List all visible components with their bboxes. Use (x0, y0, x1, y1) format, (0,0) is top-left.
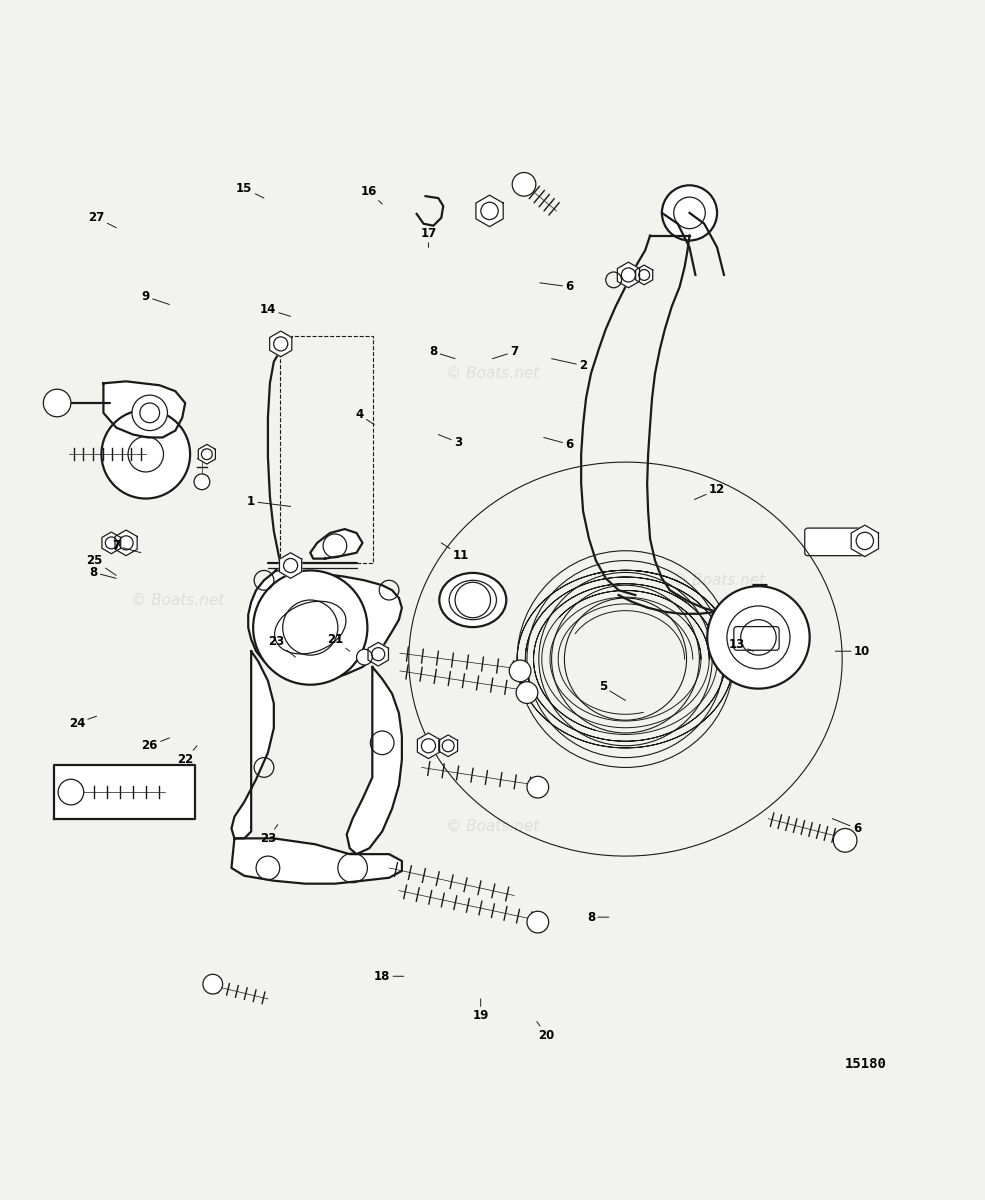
Polygon shape (368, 642, 388, 666)
Text: 6: 6 (540, 281, 573, 293)
Circle shape (43, 389, 71, 416)
Text: 11: 11 (441, 542, 469, 562)
Circle shape (194, 474, 210, 490)
Circle shape (833, 828, 857, 852)
Text: 7: 7 (112, 539, 141, 553)
Circle shape (707, 587, 810, 689)
Polygon shape (438, 734, 458, 757)
Circle shape (527, 776, 549, 798)
Text: © Boats.net: © Boats.net (446, 820, 539, 834)
Polygon shape (476, 196, 503, 227)
Text: © Boats.net: © Boats.net (446, 366, 539, 380)
Polygon shape (101, 532, 121, 553)
Text: 15180: 15180 (844, 1057, 886, 1070)
Text: 13: 13 (729, 638, 754, 652)
Circle shape (512, 173, 536, 196)
Text: 8: 8 (90, 566, 116, 578)
Polygon shape (310, 529, 362, 559)
Polygon shape (54, 766, 195, 818)
Text: 8: 8 (587, 911, 609, 924)
Text: 14: 14 (260, 302, 291, 317)
Text: © Boats.net: © Boats.net (131, 593, 224, 607)
Polygon shape (231, 839, 402, 883)
Circle shape (253, 570, 367, 685)
Text: 26: 26 (142, 738, 169, 752)
Circle shape (527, 911, 549, 932)
Text: 6: 6 (544, 438, 573, 451)
Text: © Boats.net: © Boats.net (673, 572, 765, 588)
Polygon shape (198, 444, 216, 464)
Circle shape (516, 682, 538, 703)
Text: 4: 4 (356, 408, 374, 425)
Polygon shape (248, 570, 402, 680)
Text: 23: 23 (260, 824, 278, 845)
Text: 10: 10 (835, 644, 870, 658)
Text: 27: 27 (89, 211, 116, 228)
Text: 12: 12 (694, 484, 725, 499)
Polygon shape (618, 262, 639, 288)
Text: 16: 16 (361, 185, 382, 204)
Text: 25: 25 (87, 554, 116, 575)
Text: 23: 23 (268, 635, 296, 658)
Circle shape (662, 185, 717, 240)
Text: 22: 22 (177, 745, 197, 766)
Text: 2: 2 (552, 359, 587, 372)
Text: 7: 7 (492, 346, 518, 359)
Polygon shape (280, 553, 301, 578)
Text: 21: 21 (327, 632, 350, 652)
Polygon shape (270, 331, 292, 356)
Text: 1: 1 (247, 494, 291, 508)
Polygon shape (347, 667, 402, 854)
Circle shape (509, 660, 531, 682)
Polygon shape (851, 526, 879, 557)
Text: 15: 15 (236, 181, 264, 198)
Circle shape (357, 649, 372, 665)
Ellipse shape (439, 572, 506, 628)
Circle shape (132, 395, 167, 431)
FancyBboxPatch shape (805, 528, 868, 556)
Text: 6: 6 (832, 818, 861, 835)
Polygon shape (418, 733, 439, 758)
Text: 17: 17 (421, 227, 436, 247)
Text: 24: 24 (69, 716, 97, 730)
Text: 9: 9 (142, 290, 169, 305)
Polygon shape (635, 265, 653, 284)
FancyBboxPatch shape (734, 626, 779, 650)
Polygon shape (103, 382, 185, 438)
Text: 3: 3 (438, 434, 462, 449)
Text: 19: 19 (473, 998, 489, 1022)
Circle shape (203, 974, 223, 994)
Text: 20: 20 (537, 1021, 555, 1042)
Text: 5: 5 (599, 680, 625, 701)
Bar (280, 336, 373, 563)
Circle shape (101, 410, 190, 498)
Circle shape (727, 606, 790, 668)
Polygon shape (115, 530, 137, 556)
Text: 18: 18 (374, 970, 404, 983)
Ellipse shape (449, 581, 496, 619)
Circle shape (58, 779, 84, 805)
Polygon shape (231, 652, 274, 839)
Text: 8: 8 (429, 346, 455, 359)
